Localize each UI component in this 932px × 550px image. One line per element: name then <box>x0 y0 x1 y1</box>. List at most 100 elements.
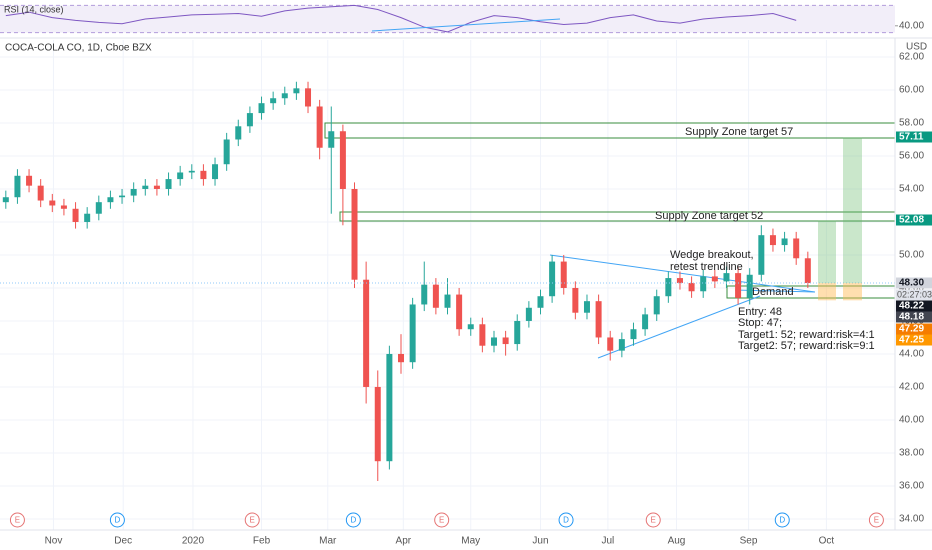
candle-body <box>456 294 463 330</box>
event-marker <box>244 512 260 528</box>
x-tick-label: Oct <box>819 536 835 547</box>
grid <box>0 40 895 530</box>
candle-body <box>595 301 602 338</box>
candle-body <box>560 261 567 288</box>
position-box <box>818 220 836 284</box>
position-box <box>818 283 836 301</box>
event-marker <box>868 512 884 528</box>
candle-body <box>2 197 9 203</box>
y-tick-label: 62.00 <box>899 52 924 63</box>
candle-body <box>165 179 172 189</box>
candle-body <box>293 88 300 94</box>
candle-body <box>246 113 253 127</box>
annotation: Wedge breakout, <box>670 249 754 261</box>
price-tag-label: 48.30 <box>899 278 924 289</box>
candle-body <box>374 386 381 462</box>
candle-body <box>339 131 346 189</box>
candle-body <box>665 278 672 297</box>
event-label: E <box>874 516 879 525</box>
event-label: D <box>563 516 569 525</box>
position-box <box>843 283 862 301</box>
price-tag-label: 48.18 <box>899 312 924 323</box>
candle-body <box>572 287 579 313</box>
annotation: Stop: 47; <box>738 317 782 329</box>
candle-body <box>270 98 277 104</box>
candles <box>2 81 811 481</box>
candle-body <box>618 339 625 351</box>
y-tick-label: 60.00 <box>899 85 924 96</box>
price-tag-label: 47.25 <box>899 335 924 346</box>
candle-body <box>60 205 67 209</box>
candle-body <box>676 278 683 284</box>
candle-body <box>26 175 33 186</box>
event-marker <box>774 512 790 528</box>
candle-body <box>711 276 718 282</box>
x-tick-label: May <box>461 536 480 547</box>
price-tag <box>896 131 932 143</box>
candle-body <box>95 202 102 214</box>
x-tick-label: Jul <box>602 536 615 547</box>
candle-body <box>177 172 184 180</box>
x-tick-label: Dec <box>114 536 132 547</box>
price-tag <box>896 334 932 346</box>
candle-body <box>363 279 370 387</box>
rsi-title: RSI (14, close) <box>4 4 64 14</box>
x-tick-label: Feb <box>253 536 271 547</box>
event-marker <box>9 512 25 528</box>
candle-body <box>235 126 242 140</box>
y-tick-label: 44.00 <box>899 349 924 360</box>
candle-body <box>502 337 509 345</box>
y-tick-label: 50.00 <box>899 250 924 261</box>
candle-body <box>72 208 79 222</box>
event-label: E <box>439 516 444 525</box>
event-label: D <box>779 516 785 525</box>
candle-body <box>14 175 21 198</box>
annotation: Supply Zone target 52 <box>655 210 763 222</box>
event-marker <box>434 512 450 528</box>
overlay <box>0 137 895 301</box>
candle-body <box>212 164 219 180</box>
price-tag <box>896 311 932 323</box>
candle-body <box>119 195 126 198</box>
y-tick-label: 38.00 <box>899 448 924 459</box>
candle-body <box>49 200 56 206</box>
annotation: Demand <box>752 286 794 298</box>
candle-body <box>630 329 637 340</box>
candle-body <box>444 294 451 308</box>
y-tick-label: 58.00 <box>899 118 924 129</box>
candle-body <box>583 301 590 313</box>
candle-body <box>153 185 160 189</box>
price-tag <box>896 277 932 289</box>
event-label: D <box>115 516 121 525</box>
candle-body <box>281 93 288 99</box>
annotation: Target1: 52; reward:risk=4:1 <box>738 329 875 341</box>
trendline <box>549 254 816 293</box>
candle-body <box>746 274 753 298</box>
countdown: 02:27:03 <box>897 289 932 299</box>
candle-body <box>525 307 532 321</box>
candle-body <box>351 188 358 280</box>
candle-body <box>142 185 149 189</box>
position-box <box>843 137 862 284</box>
candle-body <box>781 238 788 246</box>
price-tag-label: 52.08 <box>899 215 924 226</box>
price-tag <box>896 300 932 312</box>
candle-body <box>130 188 137 196</box>
event-marker <box>109 512 125 528</box>
candle-body <box>84 213 91 222</box>
event-label: E <box>250 516 255 525</box>
rsi-pane: 40.00 <box>0 4 924 34</box>
candle-body <box>514 320 521 345</box>
symbol-title: COCA-COLA CO, 1D, Cboe BZX <box>5 43 152 54</box>
y-tick-label: 36.00 <box>899 481 924 492</box>
rsi-trendline <box>371 18 561 32</box>
candle-body <box>723 273 730 282</box>
candle-body <box>804 258 811 284</box>
candle-body <box>758 235 765 275</box>
rsi-tick-label: 40.00 <box>899 20 924 31</box>
candle-body <box>223 139 230 165</box>
candle-body <box>328 131 335 148</box>
candle-body <box>386 353 393 462</box>
candle-body <box>735 273 742 298</box>
